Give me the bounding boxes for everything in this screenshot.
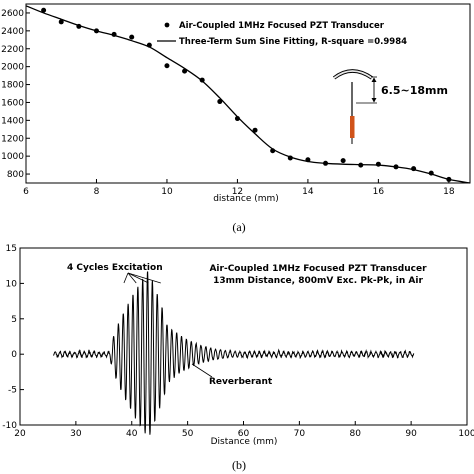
excitation-arrow: [127, 272, 137, 284]
arrowhead-down: [371, 98, 377, 103]
excitation-arrow: [127, 272, 149, 284]
x-tick-label-a: 14: [302, 187, 314, 197]
y-tick-label-a: 2200: [1, 45, 24, 55]
data-point: [270, 148, 276, 154]
data-point: [252, 127, 258, 133]
data-point: [93, 28, 99, 34]
y-tick-label-a: 800: [7, 170, 24, 180]
x-axis-label-a: distance (mm): [213, 194, 279, 204]
inset-diagram: 6.5~18mm: [332, 69, 448, 144]
data-point: [58, 19, 64, 25]
data-point: [199, 77, 205, 83]
data-point: [358, 162, 364, 168]
x-tick-label-b: 50: [182, 429, 194, 439]
y-tick-label-b: 15: [6, 244, 17, 254]
x-axis-label-b: Distance (mm): [211, 437, 278, 447]
data-point: [340, 158, 346, 164]
title-line-1: Air-Coupled 1MHz Focused PZT Transducer: [209, 264, 427, 274]
probe-icon: [350, 116, 355, 138]
inset-label: 6.5~18mm: [381, 84, 448, 97]
excitation-arrow: [127, 272, 161, 284]
x-tick-label-b: 20: [14, 429, 26, 439]
x-tick-label-b: 100: [458, 429, 474, 439]
x-tick-label-a: 18: [443, 187, 455, 197]
data-point: [287, 155, 293, 161]
data-point: [234, 116, 240, 122]
data-point: [375, 161, 381, 167]
x-tick-label-b: 60: [238, 429, 250, 439]
x-tick-label-a: 12: [232, 187, 243, 197]
data-point: [182, 68, 188, 74]
y-tick-label-a: 1600: [1, 98, 24, 108]
caption-b: (b): [232, 458, 246, 472]
data-point: [305, 157, 311, 163]
y-tick-label-b: -5: [8, 386, 17, 396]
data-point: [41, 7, 47, 13]
data-point: [146, 42, 152, 48]
annotation-reverberant: Reverberant: [209, 377, 273, 387]
chart-a: 6 8 10 12 14 16 18 800 1000 1200 1400 1600 1800 2000 2…: [1, 3, 471, 234]
y-tick-label-a: 1200: [1, 134, 24, 144]
plot-area-b: [19, 247, 468, 426]
x-tick-label-a: 8: [94, 187, 100, 197]
data-point: [428, 170, 434, 176]
y-tick-label-a: 1000: [1, 152, 24, 162]
reverberant-arrow: [191, 363, 213, 378]
data-point: [164, 63, 170, 69]
x-tick-label-a: 10: [161, 187, 173, 197]
caption-a: (a): [232, 220, 245, 234]
y-tick-label-a: 2000: [1, 63, 24, 73]
waveform-line: [53, 271, 415, 435]
y-tick-label-b: 10: [6, 279, 18, 289]
legend-marker-points: [164, 22, 170, 28]
y-tick-label-a: 2400: [1, 27, 24, 37]
y-tick-label-b: 0: [11, 350, 17, 360]
data-point: [111, 31, 117, 37]
arrowhead-up: [371, 77, 377, 82]
plot-area-a: [25, 3, 471, 184]
data-point: [446, 176, 452, 182]
x-tick-label-a: 16: [373, 187, 385, 197]
data-point: [323, 160, 329, 166]
curved-transducer-fill: [333, 70, 373, 79]
y-tick-label-a: 1400: [1, 116, 24, 126]
annotation-excitation: 4 Cycles Excitation: [67, 263, 163, 273]
x-tick-label-b: 70: [294, 429, 306, 439]
legend-label-line: Three-Term Sum Sine Fitting, R-square =0…: [179, 37, 407, 47]
data-point: [217, 99, 223, 105]
x-tick-label-a: 6: [23, 187, 29, 197]
data-point: [129, 34, 135, 40]
x-tick-label-b: 90: [405, 429, 417, 439]
y-tick-label-b: -10: [2, 421, 17, 431]
y-tick-label-a: 1800: [1, 81, 24, 91]
y-tick-label-a: 2600: [1, 9, 24, 19]
data-point: [411, 166, 417, 172]
y-tick-label-b: 5: [11, 315, 17, 325]
excitation-arrows: [123, 272, 213, 378]
data-point: [393, 164, 399, 170]
data-point: [76, 23, 82, 29]
x-tick-label-b: 80: [350, 429, 362, 439]
chart-b: 20 30 40 50 60 70 80 90 100 -10 -5 0 5 10 15 Air-Coupl…: [2, 244, 474, 472]
x-tick-label-b: 40: [126, 429, 138, 439]
legend-a: Air-Coupled 1MHz Focused PZT Transducer …: [157, 21, 407, 47]
title-line-2: 13mm Distance, 800mV Exc. Pk-Pk, in Air: [213, 276, 423, 286]
excitation-arrow: [123, 272, 129, 284]
legend-label-points: Air-Coupled 1MHz Focused PZT Transducer: [179, 21, 385, 31]
x-tick-label-b: 30: [70, 429, 82, 439]
